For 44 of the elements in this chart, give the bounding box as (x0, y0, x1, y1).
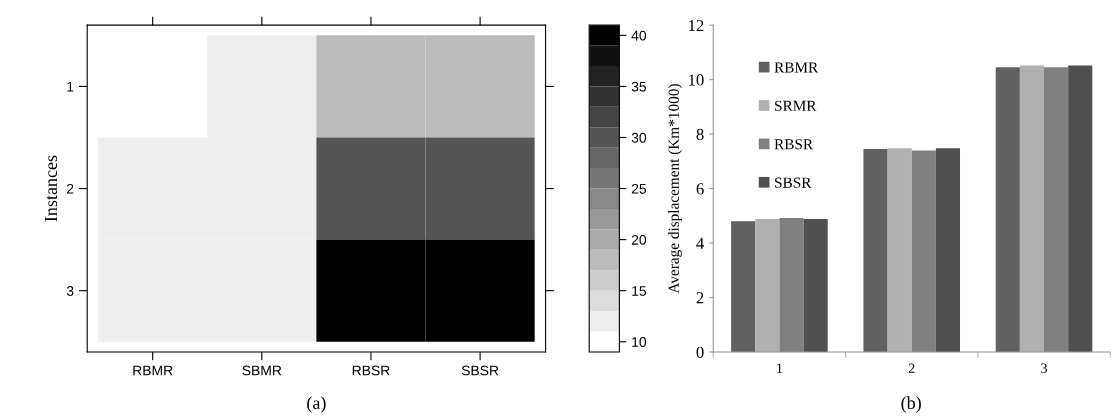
color-bar-label: 25 (631, 183, 647, 194)
x-tick-label: RBMR (133, 365, 173, 376)
bar (1019, 65, 1045, 352)
y-axis-title: Average displacement (Km*1000) (668, 84, 683, 294)
y-tick-label: 6 (696, 183, 704, 195)
y-tick-label: 2 (66, 183, 74, 194)
color-bar-label: 35 (631, 81, 647, 92)
color-bar-label: 10 (632, 337, 647, 347)
bar (935, 148, 961, 352)
bar (1044, 67, 1069, 352)
y-tick-label: 8 (696, 128, 704, 141)
bar (779, 217, 804, 352)
y-tick-label: 0 (696, 346, 704, 358)
legend-label: RBMR (774, 62, 819, 73)
color-bar-label: 20 (631, 234, 647, 245)
bar (887, 148, 912, 352)
x-tick-label: SBSR (461, 365, 499, 376)
x-tick-label: SBMR (242, 365, 282, 376)
x-tick-label: 1 (777, 363, 783, 373)
x-tick-label: 3 (1041, 363, 1047, 373)
x-tick-label: 2 (908, 363, 915, 373)
bar (1068, 65, 1093, 352)
color-bar-label: 40 (631, 30, 647, 41)
legend-label: SRMR (775, 100, 817, 111)
color-bar-label: 15 (632, 286, 647, 296)
y-tick-label: 1 (67, 81, 74, 92)
bar (863, 149, 888, 352)
bar (731, 221, 756, 352)
legend-label: RBSR (774, 139, 814, 150)
bar (755, 219, 780, 352)
y-tick-label: 12 (689, 19, 704, 31)
bar (995, 67, 1020, 352)
bar (803, 219, 828, 352)
y-tick-label: 3 (66, 286, 74, 296)
y-tick-label: 2 (696, 292, 704, 304)
text: (a) (307, 396, 326, 413)
legend-label: SBSR (775, 177, 812, 188)
text: (b) (901, 396, 921, 413)
y-tick-label: 10 (689, 74, 704, 86)
y-axis-title: Instances (45, 155, 58, 222)
bar (911, 150, 936, 352)
x-tick-label: RBSR (352, 365, 390, 376)
color-bar-label: 30 (631, 132, 647, 143)
y-tick-label: 4 (696, 237, 704, 249)
